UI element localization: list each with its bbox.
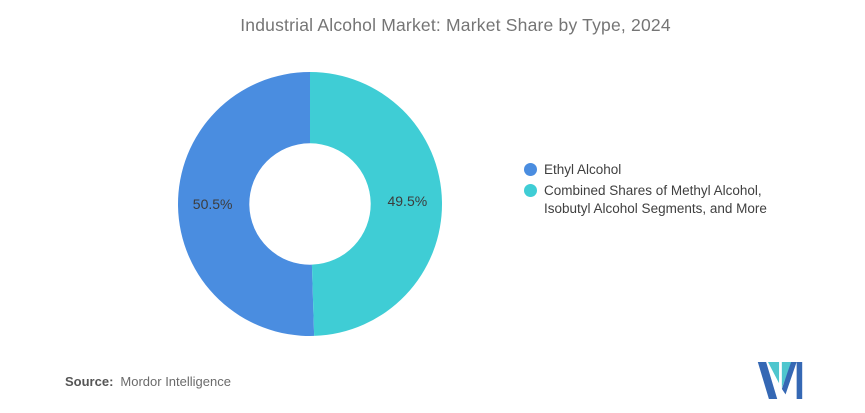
legend-label: Combined Shares of Methyl Alcohol, Isobu… (544, 183, 767, 216)
mordor-intelligence-logo (757, 362, 803, 399)
legend-dot (524, 163, 537, 176)
slice-label: 50.5% (193, 196, 233, 212)
legend-dot (524, 184, 537, 197)
logo-left-diagonal (757, 362, 778, 399)
legend-label: Ethyl Alcohol (544, 162, 622, 177)
chart-title: Industrial Alcohol Market: Market Share … (240, 15, 671, 35)
chart-legend: Ethyl Alcohol Combined Shares of Methyl … (524, 161, 767, 218)
legend-item-combined-shares: Combined Shares of Methyl Alcohol, Isobu… (524, 182, 767, 218)
logo-right-diagonal (781, 362, 797, 395)
donut-svg: 50.5% 49.5% (178, 72, 443, 336)
source-label: Source: (65, 374, 114, 389)
donut-slice (178, 72, 315, 336)
donut-chart: 50.5% 49.5% (175, 69, 445, 339)
legend-item-ethyl-alcohol: Ethyl Alcohol (524, 161, 767, 179)
source-attribution: Source: Mordor Intelligence (65, 373, 231, 391)
source-name: Mordor Intelligence (120, 374, 231, 389)
logo-right-bar (796, 362, 803, 399)
donut-slice (310, 72, 443, 336)
slice-label: 49.5% (387, 193, 427, 209)
